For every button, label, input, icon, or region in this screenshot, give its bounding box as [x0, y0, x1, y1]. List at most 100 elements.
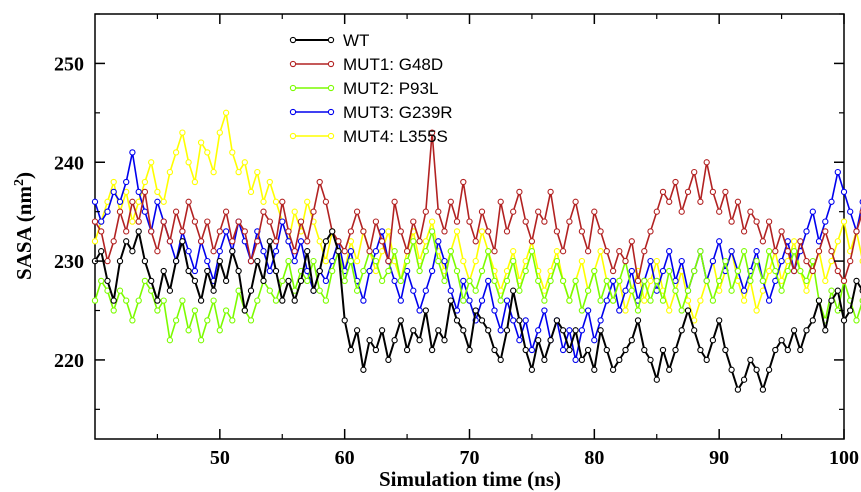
data-point: [709, 257, 717, 265]
data-point: [279, 277, 286, 285]
data-point: [559, 327, 567, 334]
data-point: [647, 228, 654, 235]
data-point: [734, 198, 742, 205]
data-point: [691, 168, 698, 176]
data-point: [734, 386, 742, 393]
data-point: [441, 257, 448, 265]
data-point: [335, 248, 342, 255]
legend-entry: MUT3: G239R: [289, 103, 453, 122]
data-point: [172, 208, 180, 215]
legend-swatch-marker: [289, 60, 297, 68]
data-point: [222, 228, 230, 235]
data-point: [385, 356, 392, 364]
data-point: [778, 337, 785, 344]
data-point: [141, 178, 149, 186]
data-point: [697, 346, 704, 354]
data-point: [316, 267, 323, 275]
data-point: [272, 238, 280, 245]
data-point: [272, 267, 280, 275]
data-point: [466, 297, 473, 304]
legend-entry: MUT1: G48D: [289, 55, 443, 74]
data-point: [672, 346, 679, 354]
data-point: [553, 248, 561, 255]
data-point: [235, 218, 242, 225]
data-point: [98, 248, 105, 255]
data-point: [316, 287, 323, 294]
data-point: [222, 208, 230, 215]
data-point: [160, 218, 167, 225]
data-point: [378, 327, 386, 334]
data-point: [516, 287, 523, 294]
data-point: [535, 208, 542, 215]
data-point: [653, 277, 660, 285]
data-point: [834, 168, 841, 176]
data-point: [460, 327, 467, 334]
data-point: [503, 277, 511, 285]
data-point: [597, 327, 604, 334]
data-point: [566, 218, 573, 225]
data-point: [684, 188, 692, 196]
data-point: [553, 317, 561, 324]
data-point: [528, 248, 536, 255]
data-point: [797, 267, 804, 275]
data-point: [491, 307, 498, 314]
data-point: [578, 356, 586, 364]
data-point: [628, 337, 635, 344]
data-point: [179, 238, 186, 245]
data-point: [503, 228, 511, 235]
data-point: [148, 228, 155, 235]
data-point: [260, 208, 267, 215]
data-point: [329, 228, 336, 235]
data-point: [466, 218, 473, 225]
data-point: [616, 307, 623, 314]
data-point: [541, 356, 548, 364]
data-point: [497, 356, 504, 364]
data-point: [366, 248, 373, 255]
data-point: [422, 287, 429, 294]
data-point: [241, 307, 248, 314]
data-point: [222, 277, 230, 285]
x-tick-label: 60: [335, 447, 355, 469]
data-point: [541, 297, 548, 304]
legend-swatch-marker: [327, 132, 335, 140]
data-point: [141, 188, 149, 196]
data-point: [628, 287, 635, 294]
data-point: [416, 307, 423, 314]
data-point: [353, 287, 361, 294]
data-point: [304, 248, 311, 255]
data-point: [466, 277, 473, 285]
data-point: [572, 356, 579, 364]
data-point: [616, 356, 623, 364]
data-point: [98, 228, 105, 235]
data-point: [241, 228, 248, 235]
series-layer: [91, 109, 861, 393]
data-point: [360, 267, 367, 275]
data-point: [840, 277, 848, 285]
data-point: [422, 248, 429, 255]
data-point: [485, 228, 492, 235]
data-point: [110, 188, 117, 196]
data-point: [666, 248, 673, 255]
data-point: [397, 277, 404, 285]
data-point: [154, 248, 161, 255]
data-point: [684, 287, 692, 294]
y-axis-title: SASA (nm2): [12, 172, 36, 280]
data-point: [391, 337, 398, 344]
data-point: [616, 248, 623, 255]
data-point: [772, 346, 779, 354]
legend-swatch-marker: [327, 36, 335, 44]
data-point: [722, 188, 729, 196]
data-point: [322, 277, 330, 285]
tick-layer: 50 60 70 80 90 100 220 230 240 250: [54, 13, 859, 469]
data-point: [254, 238, 261, 245]
data-point: [666, 366, 673, 373]
data-point: [578, 257, 586, 265]
data-point: [322, 198, 330, 205]
data-point: [129, 218, 136, 225]
data-point: [98, 277, 105, 285]
data-point: [584, 287, 592, 294]
data-point: [403, 346, 411, 354]
data-point: [765, 267, 773, 275]
y-tick-label: 250: [54, 53, 84, 75]
data-point: [497, 297, 504, 304]
